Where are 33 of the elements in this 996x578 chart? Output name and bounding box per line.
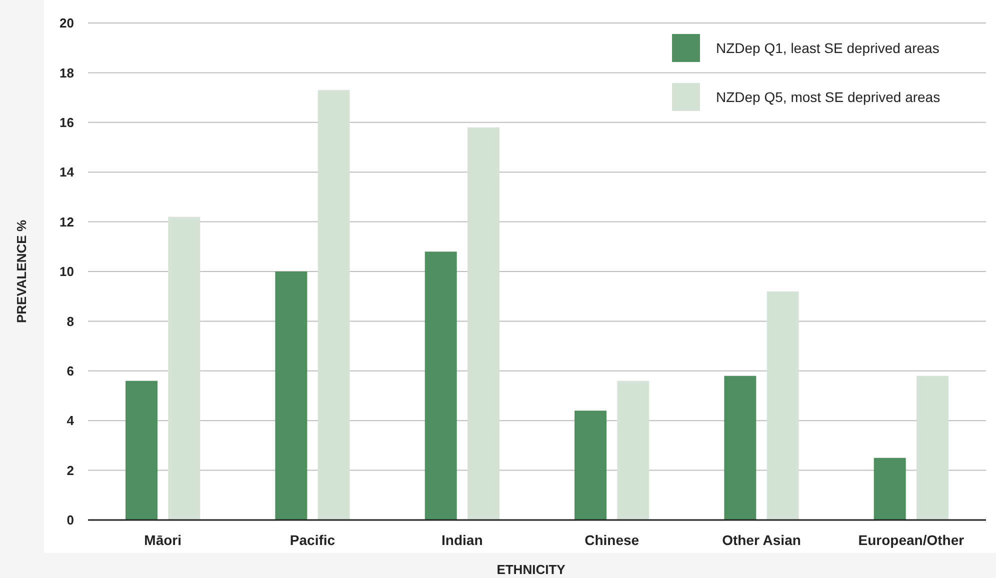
y-tick-label: 6 — [66, 363, 74, 378]
bar — [874, 458, 906, 520]
y-tick-label: 14 — [60, 164, 75, 180]
bar — [318, 90, 350, 520]
bar — [168, 216, 200, 520]
y-axis-title: PREVALENCE % — [14, 220, 29, 324]
x-tick-label: Other Asian — [722, 532, 801, 548]
bar — [275, 272, 308, 520]
legend-label: NZDep Q5, most SE deprived areas — [716, 88, 940, 105]
y-tick-label: 8 — [66, 314, 74, 329]
y-tick-label: 16 — [60, 114, 74, 130]
y-tick-label: 12 — [60, 214, 74, 230]
bar — [617, 380, 650, 520]
x-tick-label: European/Other — [858, 532, 965, 548]
bar — [424, 252, 457, 520]
y-tick-label: 0 — [66, 512, 74, 528]
bar — [467, 127, 500, 520]
legend-label: NZDep Q1, least SE deprived areas — [716, 40, 940, 56]
x-tick-label: Pacific — [290, 532, 336, 548]
bar — [724, 376, 756, 520]
x-axis-title: ETHNICITY — [496, 562, 566, 577]
x-tick-label: Chinese — [584, 532, 640, 548]
y-tick-label: 2 — [66, 462, 74, 478]
y-tick-label: 4 — [66, 413, 75, 428]
bar — [126, 380, 158, 520]
x-tick-label: Indian — [442, 532, 483, 548]
y-tick-label: 20 — [60, 16, 74, 31]
y-tick-label: 18 — [60, 65, 74, 80]
y-tick-label: 10 — [60, 264, 74, 280]
bar — [574, 410, 607, 520]
bar — [766, 291, 799, 520]
x-tick-label: Māori — [144, 532, 182, 548]
bar — [916, 376, 948, 520]
